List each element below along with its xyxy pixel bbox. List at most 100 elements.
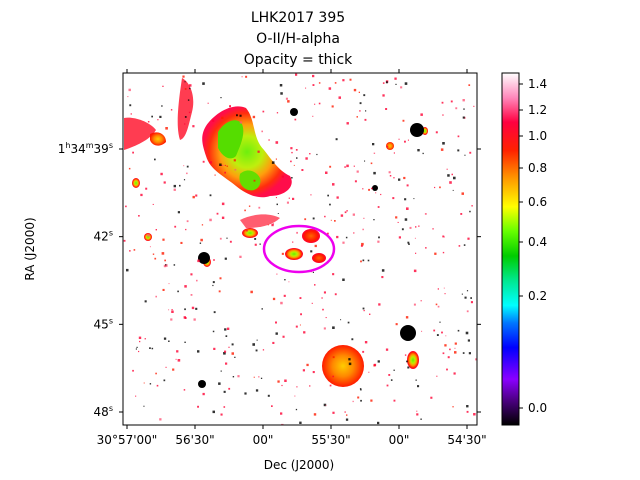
noise-pixel: [436, 375, 438, 377]
noise-pixel: [473, 413, 476, 416]
noise-pixel: [362, 188, 364, 190]
noise-pixel: [144, 300, 147, 303]
noise-pixel: [177, 290, 179, 293]
noise-pixel: [202, 160, 205, 163]
emission-knot-mid: [242, 228, 258, 238]
emission-filament-mid: [240, 214, 280, 228]
noise-pixel: [360, 260, 362, 263]
noise-pixel: [143, 405, 145, 407]
noise-pixel: [449, 348, 451, 351]
noise-pixel: [163, 181, 166, 184]
noise-pixel: [475, 358, 477, 361]
noise-pixel: [325, 404, 327, 406]
noise-pixel: [442, 251, 445, 254]
noise-pixel: [361, 242, 364, 246]
noise-pixel: [394, 77, 397, 80]
noise-pixel: [192, 195, 195, 199]
noise-pixel: [329, 384, 332, 387]
noise-pixel: [290, 147, 293, 150]
noise-pixel: [188, 111, 191, 114]
noise-pixel: [442, 235, 445, 238]
noise-pixel: [353, 165, 355, 167]
noise-pixel: [258, 206, 261, 209]
emission-region-upper-left-core: [218, 120, 244, 159]
noise-pixel: [292, 197, 295, 200]
noise-pixel: [197, 259, 200, 263]
noise-pixel: [434, 186, 436, 189]
noise-pixel: [189, 87, 191, 90]
y-tick-seconds: 45: [94, 317, 109, 331]
noise-pixel: [342, 79, 345, 82]
noise-pixel: [457, 149, 460, 152]
noise-pixel: [229, 105, 231, 108]
noise-pixel: [420, 300, 422, 302]
noise-pixel: [370, 162, 373, 165]
noise-pixel: [253, 376, 255, 378]
noise-pixel: [162, 85, 164, 87]
noise-pixel: [362, 259, 365, 262]
noise-pixel: [261, 130, 263, 133]
noise-pixel: [239, 255, 242, 258]
noise-pixel: [446, 168, 448, 170]
noise-pixel: [288, 281, 290, 283]
noise-pixel: [458, 245, 461, 247]
noise-pixel: [163, 337, 167, 340]
chart-title: LHK2017 395 O-II/H-alpha Opacity = thick: [244, 10, 353, 68]
noise-pixel: [220, 97, 222, 99]
noise-pixel: [129, 104, 132, 107]
noise-pixel: [254, 238, 257, 240]
noise-pixel: [221, 202, 225, 206]
noise-pixel: [464, 296, 467, 299]
noise-pixel: [380, 193, 382, 196]
noise-pixel: [165, 366, 167, 368]
noise-pixel: [413, 303, 416, 306]
noise-pixel: [165, 264, 167, 266]
noise-pixel: [421, 330, 423, 332]
noise-pixel: [184, 123, 186, 125]
noise-pixel: [171, 310, 174, 313]
noise-pixel: [168, 309, 170, 311]
noise-pixel: [367, 259, 370, 262]
noise-pixel: [168, 283, 170, 285]
noise-pixel: [224, 257, 227, 260]
noise-pixel: [395, 83, 397, 85]
y-tick-label: 42s: [94, 229, 113, 244]
noise-pixel: [290, 160, 292, 163]
plot-area: 30°57'00" 56'30" 00" 55'30" 00" 54'30" 1h34m3…: [23, 69, 487, 472]
title-line-1: LHK2017 395: [251, 10, 345, 26]
noise-pixel: [318, 82, 321, 84]
noise-pixel: [323, 291, 326, 294]
noise-pixel: [351, 338, 354, 341]
noise-pixel: [444, 293, 446, 295]
noise-pixel: [159, 115, 162, 118]
noise-pixel: [414, 237, 416, 239]
y-tick-label: 1h34m39s: [58, 141, 113, 156]
noise-pixel: [135, 395, 137, 397]
noise-pixel: [253, 179, 256, 182]
noise-pixel: [224, 350, 227, 353]
noise-pixel: [184, 341, 186, 343]
x-tick-label: 55'30": [311, 433, 350, 447]
noise-pixel: [408, 243, 410, 245]
noise-pixel: [442, 142, 445, 145]
noise-pixel: [449, 181, 452, 184]
noise-pixel: [272, 341, 275, 344]
y-tick-h-unit: h: [65, 141, 70, 150]
noise-pixel: [312, 217, 315, 220]
noise-pixel: [271, 161, 275, 164]
noise-pixel: [454, 351, 457, 354]
noise-pixel: [138, 215, 140, 217]
noise-pixel: [442, 352, 445, 355]
title-line-3: Opacity = thick: [244, 52, 353, 68]
noise-pixel: [161, 105, 163, 107]
noise-pixel: [400, 86, 403, 89]
noise-pixel: [177, 211, 180, 214]
noise-pixel: [447, 174, 450, 177]
noise-pixel: [302, 369, 305, 372]
noise-pixel: [184, 317, 187, 319]
colorbar-tick-label: 0.6: [528, 195, 547, 209]
dark-source-3: [198, 252, 210, 264]
x-tick-label: 30°57'00": [97, 433, 158, 447]
noise-pixel: [285, 97, 288, 100]
